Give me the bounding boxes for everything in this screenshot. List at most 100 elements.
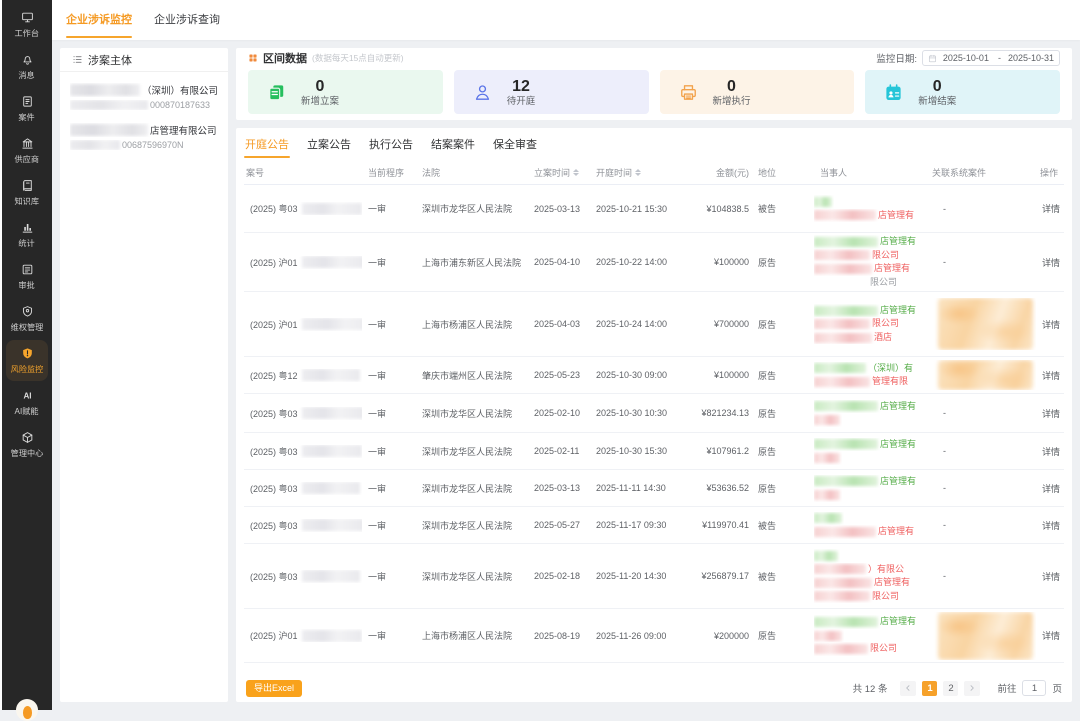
cell-role: 原告 xyxy=(758,257,777,268)
cell-filing-date: 2025-03-13 xyxy=(534,203,581,214)
detail-link[interactable]: 详情 xyxy=(1042,520,1061,531)
logo-flame-icon xyxy=(22,705,32,719)
detail-link[interactable]: 详情 xyxy=(1042,571,1061,582)
sidebar: 工作台 消息 案件 供应商 知识库 统计 审批 维权管理 xyxy=(2,0,52,721)
announcement-tab[interactable]: 立案公告 xyxy=(306,128,352,161)
cell-role: 原告 xyxy=(758,446,777,457)
goto-page-input[interactable] xyxy=(1022,680,1047,696)
redacted-text xyxy=(814,591,870,602)
sidebar-item[interactable]: 风险监控 xyxy=(6,340,48,381)
redacted-text xyxy=(301,519,362,531)
stat-card-icon xyxy=(473,83,492,102)
cell-amount: ¥200000 xyxy=(713,630,749,641)
announcement-tab[interactable]: 开庭公告 xyxy=(244,128,290,161)
sidebar-item-icon xyxy=(21,11,34,24)
table-row: (2025) 粤03 一审 深圳市龙华区人民法院 2025-03-13 2025… xyxy=(244,185,1064,233)
cell-case-number: (2025) 粤12 xyxy=(244,369,362,382)
redacted-text xyxy=(814,196,832,207)
cell-hearing-date: 2025-10-30 15:30 xyxy=(596,446,668,456)
sidebar-item-label: 消息 xyxy=(18,69,36,80)
cell-procedure: 一审 xyxy=(368,446,387,457)
cell-hearing-date: 2025-10-24 14:00 xyxy=(596,319,668,329)
party-line xyxy=(814,488,842,502)
avatar[interactable] xyxy=(16,699,38,721)
table-header-cell: 开庭时间 xyxy=(590,166,686,179)
subjects-panel-title: 涉案主体 xyxy=(88,54,132,67)
party-line: 店管理有 xyxy=(814,576,910,590)
top-tab[interactable]: 企业涉诉查询 xyxy=(154,0,220,40)
date-range-end: 2025-10-31 xyxy=(1007,53,1054,63)
stat-card-value: 0 xyxy=(315,77,325,95)
cell-court: 肇庆市端州区人民法院 xyxy=(422,370,513,381)
associated-cases-empty: - xyxy=(943,203,946,214)
top-tab[interactable]: 企业涉诉监控 xyxy=(66,0,132,40)
detail-link[interactable]: 详情 xyxy=(1042,319,1061,330)
redacted-text xyxy=(814,376,870,387)
redacted-text xyxy=(301,256,362,268)
subject-item[interactable]: 店管理有限公司 00687596970N xyxy=(70,123,218,150)
sidebar-item[interactable]: AI赋能 xyxy=(6,382,48,423)
cell-action: 详情 xyxy=(1036,369,1064,382)
party-visible-text: 限公司 xyxy=(870,276,898,287)
cell-procedure: 一审 xyxy=(368,408,387,419)
cell-procedure: 一审 xyxy=(368,257,387,268)
cell-action: 详情 xyxy=(1036,202,1064,215)
stat-card-value: 0 xyxy=(932,77,942,95)
cell-court: 深圳市龙华区人民法院 xyxy=(422,520,513,531)
cell-action: 详情 xyxy=(1036,256,1064,269)
date-range-picker[interactable]: 2025-10-01 - 2025-10-31 xyxy=(922,50,1060,66)
redacted-text xyxy=(814,476,878,487)
export-excel-button[interactable]: 导出Excel xyxy=(246,679,303,697)
cell-procedure: 一审 xyxy=(368,631,387,641)
cell-action: 详情 xyxy=(1036,407,1064,420)
detail-link[interactable]: 详情 xyxy=(1042,483,1061,494)
detail-link[interactable]: 详情 xyxy=(1042,408,1061,419)
cell-court: 上海市杨浦区人民法院 xyxy=(422,631,513,641)
redacted-text xyxy=(814,550,838,561)
sidebar-item[interactable]: 工作台 xyxy=(6,4,48,45)
sidebar-item[interactable]: 统计 xyxy=(6,214,48,255)
subject-list: （深圳）有限公司 000870187633 店管理有限公司 0068759697… xyxy=(60,72,228,174)
detail-link[interactable]: 详情 xyxy=(1042,631,1061,641)
detail-link[interactable]: 详情 xyxy=(1042,204,1061,214)
party-line: 店管理有 xyxy=(814,615,916,629)
case-number-prefix: (2025) 粤03 xyxy=(250,204,298,214)
cell-role: 原告 xyxy=(758,408,777,419)
announcement-tab[interactable]: 执行公告 xyxy=(368,128,414,161)
page-number-button[interactable]: 1 xyxy=(922,680,938,696)
detail-link[interactable]: 详情 xyxy=(1042,446,1061,457)
table-header-cell: 案号 xyxy=(244,166,362,179)
sidebar-item[interactable]: 消息 xyxy=(6,46,48,87)
cell-action: 详情 xyxy=(1036,445,1064,458)
table-header-label: 案号 xyxy=(246,168,265,178)
sidebar-item[interactable]: 审批 xyxy=(6,256,48,297)
redacted-image xyxy=(938,611,1033,660)
sort-icon[interactable] xyxy=(573,169,580,176)
subject-item[interactable]: （深圳）有限公司 000870187633 xyxy=(70,83,218,110)
announcement-tab[interactable]: 保全审查 xyxy=(492,128,538,161)
sidebar-item[interactable]: 供应商 xyxy=(6,130,48,171)
party-line: 店管理有 xyxy=(814,304,916,318)
prev-page-button[interactable] xyxy=(900,680,917,696)
sidebar-item[interactable]: 知识库 xyxy=(6,172,48,213)
page-number-button[interactable]: 2 xyxy=(943,680,959,696)
next-page-button[interactable] xyxy=(964,680,981,696)
sidebar-item[interactable]: 管理中心 xyxy=(6,424,48,465)
cell-amount: ¥100000 xyxy=(713,257,749,267)
case-number-prefix: (2025) 粤12 xyxy=(250,370,298,381)
detail-link[interactable]: 详情 xyxy=(1042,370,1061,381)
detail-link[interactable]: 详情 xyxy=(1042,257,1061,268)
party-visible-text: 店管理有 xyxy=(874,263,911,273)
announcement-tab[interactable]: 结案案件 xyxy=(430,128,476,161)
redacted-text xyxy=(301,570,360,582)
case-number-prefix: (2025) 粤03 xyxy=(250,571,298,582)
sidebar-item[interactable]: 维权管理 xyxy=(6,298,48,339)
announcement-tab-label: 立案公告 xyxy=(307,139,351,151)
stat-card: 0 新增执行 xyxy=(659,70,855,114)
sidebar-item[interactable]: 案件 xyxy=(6,88,48,129)
party-visible-text: （深圳）有 xyxy=(868,362,914,373)
table-row: (2025) 沪01 一审 上海市杨浦区人民法院 2025-08-19 2025… xyxy=(244,609,1064,663)
cell-parties: 店管理有 xyxy=(808,475,932,502)
party-visible-text: 店管理有 xyxy=(880,616,917,627)
sort-icon[interactable] xyxy=(635,169,642,176)
